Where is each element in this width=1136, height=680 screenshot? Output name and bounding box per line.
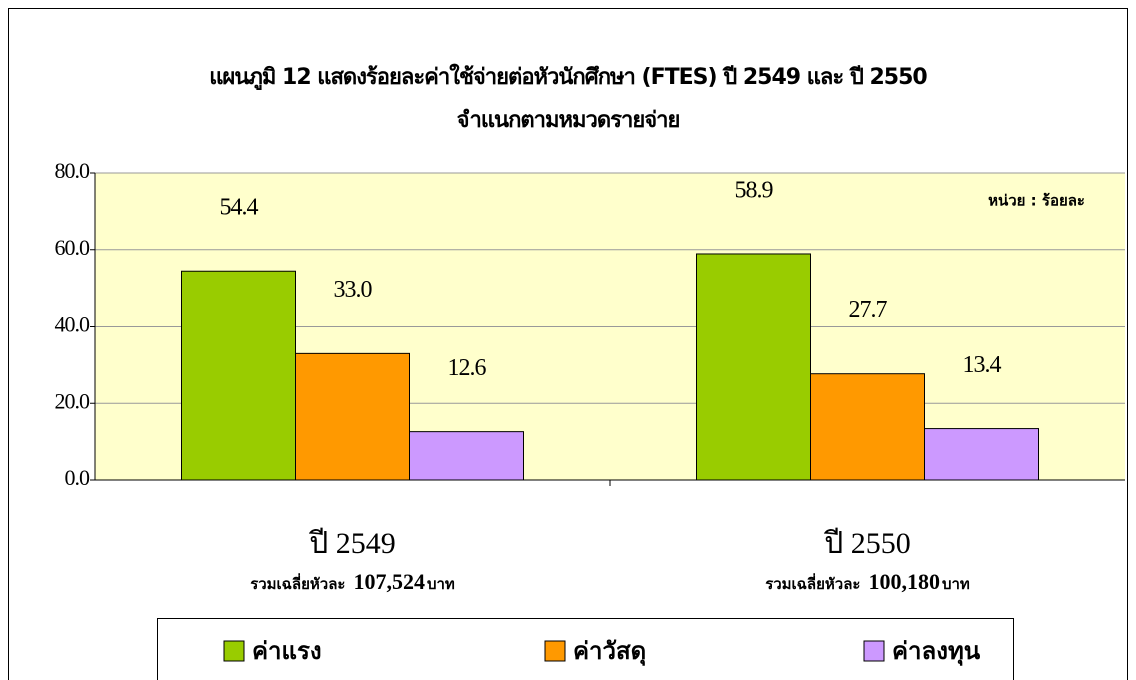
value-label: 13.4 (963, 352, 1002, 378)
value-label: 12.6 (448, 355, 487, 381)
bar (409, 431, 524, 481)
note-prefix: รวมเฉลี่ยหัวละ (765, 573, 860, 593)
value-label: 33.0 (334, 277, 373, 303)
note-unit: บาท (942, 575, 970, 593)
category-note: รวมเฉลี่ยหัวละ 107,524 บาท (250, 569, 455, 594)
bar (696, 253, 811, 481)
y-tick-label: 0.0 (65, 465, 91, 490)
bar (181, 270, 296, 481)
unit-note: หน่วย : ร้อยละ (988, 192, 1085, 210)
y-tick-label: 40.0 (55, 312, 91, 337)
value-label: 58.9 (735, 177, 774, 203)
y-tick-label: 60.0 (55, 235, 91, 260)
x-tick-label: ปี 2549 (308, 527, 395, 560)
legend-label: ค่าแรง (252, 637, 322, 665)
y-tick-label: 20.0 (55, 388, 91, 413)
legend-swatch (223, 640, 245, 662)
legend-label: ค่าวัสดุ (573, 637, 646, 667)
note-amount: 100,180 (868, 569, 940, 594)
category-note: รวมเฉลี่ยหัวละ 100,180 บาท (765, 569, 970, 594)
note-prefix: รวมเฉลี่ยหัวละ (250, 573, 345, 593)
bar (295, 352, 410, 481)
legend-label: ค่าลงทุน (892, 637, 981, 667)
legend-swatch (544, 640, 566, 662)
legend-swatch (863, 640, 885, 662)
x-tick-label: ปี 2550 (823, 527, 910, 560)
chart-subtitle: จำแนกตามหมวดรายจ่าย (457, 108, 680, 133)
bar (810, 373, 925, 481)
y-tick-label: 80.0 (55, 158, 91, 183)
note-unit: บาท (427, 575, 455, 593)
bar (924, 428, 1039, 481)
chart-title: แผนภูมิ 12 แสดงร้อยละค่าใช้จ่ายต่อหัวนัก… (209, 63, 927, 91)
value-label: 27.7 (849, 297, 888, 323)
value-label: 54.4 (220, 195, 259, 221)
note-amount: 107,524 (353, 569, 425, 594)
